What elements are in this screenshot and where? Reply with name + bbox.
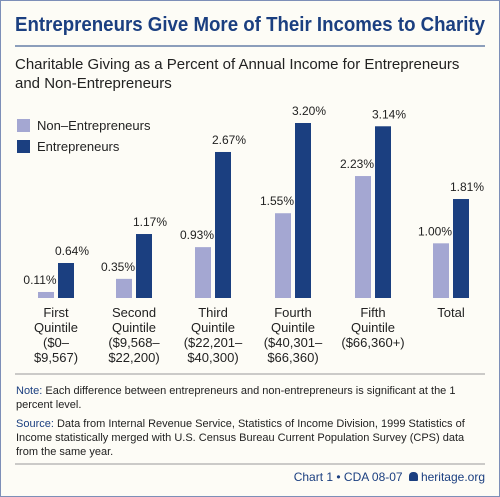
value-label: 0.11% <box>23 273 56 287</box>
source: Source: Data from Internal Revenue Servi… <box>16 417 484 459</box>
legend-swatch <box>17 119 30 132</box>
x-tick-label: First <box>43 305 69 320</box>
value-label: 3.20% <box>292 104 326 118</box>
footer-site: heritage.org <box>420 470 485 484</box>
value-label: 1.00% <box>418 224 452 238</box>
x-tick-label: ($22,201– <box>184 335 243 350</box>
value-label: 2.23% <box>340 157 374 171</box>
x-tick-label: Fourth <box>274 305 312 320</box>
chart-subtitle: Charitable Giving as a Percent of Annual… <box>15 56 459 73</box>
bar <box>195 247 211 298</box>
x-tick-label: Total <box>437 305 465 320</box>
x-tick-label: Third <box>198 305 228 320</box>
x-tick-label: $40,300) <box>187 350 238 365</box>
value-label: 0.93% <box>180 228 214 242</box>
bar <box>215 151 231 298</box>
bar <box>38 291 54 298</box>
source-text: Data from Internal Revenue Service, Stat… <box>16 418 465 458</box>
bar <box>295 123 311 298</box>
footer: Chart 1 • CDA 08-07 heritage.org <box>294 470 485 484</box>
x-tick-label: $9,567) <box>34 350 78 365</box>
value-label: 2.67% <box>212 133 246 147</box>
x-tick-label: Quintile <box>112 320 156 335</box>
note-label: Note: <box>16 385 43 397</box>
source-label: Source: <box>16 418 54 430</box>
bar <box>275 213 291 298</box>
note: Note: Each difference between entreprene… <box>16 384 484 412</box>
x-tick-label: Quintile <box>271 320 315 335</box>
bar <box>433 243 449 298</box>
value-label: 1.55% <box>260 194 294 208</box>
x-tick-label: $22,200) <box>108 350 159 365</box>
x-tick-label: ($0– <box>43 335 70 350</box>
x-tick-label: ($9,568– <box>108 335 160 350</box>
x-tick-label: Quintile <box>191 320 235 335</box>
x-tick-label: $66,360) <box>267 350 318 365</box>
chart-subtitle: and Non-Entrepreneurs <box>15 75 172 92</box>
chart-title: Entrepreneurs Give More of Their Incomes… <box>15 14 486 36</box>
value-label: 3.14% <box>372 107 406 121</box>
legend-swatch <box>17 140 30 153</box>
value-label: 0.64% <box>55 244 89 258</box>
bar <box>116 278 132 298</box>
x-tick-label: Second <box>112 305 156 320</box>
value-label: 0.35% <box>101 260 135 274</box>
legend-label: Entrepreneurs <box>37 139 120 154</box>
x-tick-label: Quintile <box>351 320 395 335</box>
legend-label: Non–Entrepreneurs <box>37 118 151 133</box>
x-tick-label: Fifth <box>360 305 385 320</box>
bar <box>453 199 469 298</box>
bar <box>58 263 74 298</box>
bar <box>355 176 371 298</box>
bar <box>375 126 391 298</box>
bell-icon <box>408 472 418 481</box>
footer-chart: Chart 1 • CDA 08-07 <box>293 470 403 484</box>
x-tick-label: ($40,301– <box>264 335 323 350</box>
value-label: 1.17% <box>133 215 167 229</box>
value-label: 1.81% <box>450 180 484 194</box>
x-tick-label: ($66,360+) <box>341 335 404 350</box>
x-tick-label: Quintile <box>34 320 78 335</box>
note-text: Each difference between entrepreneurs an… <box>16 385 456 411</box>
bar <box>136 234 152 298</box>
